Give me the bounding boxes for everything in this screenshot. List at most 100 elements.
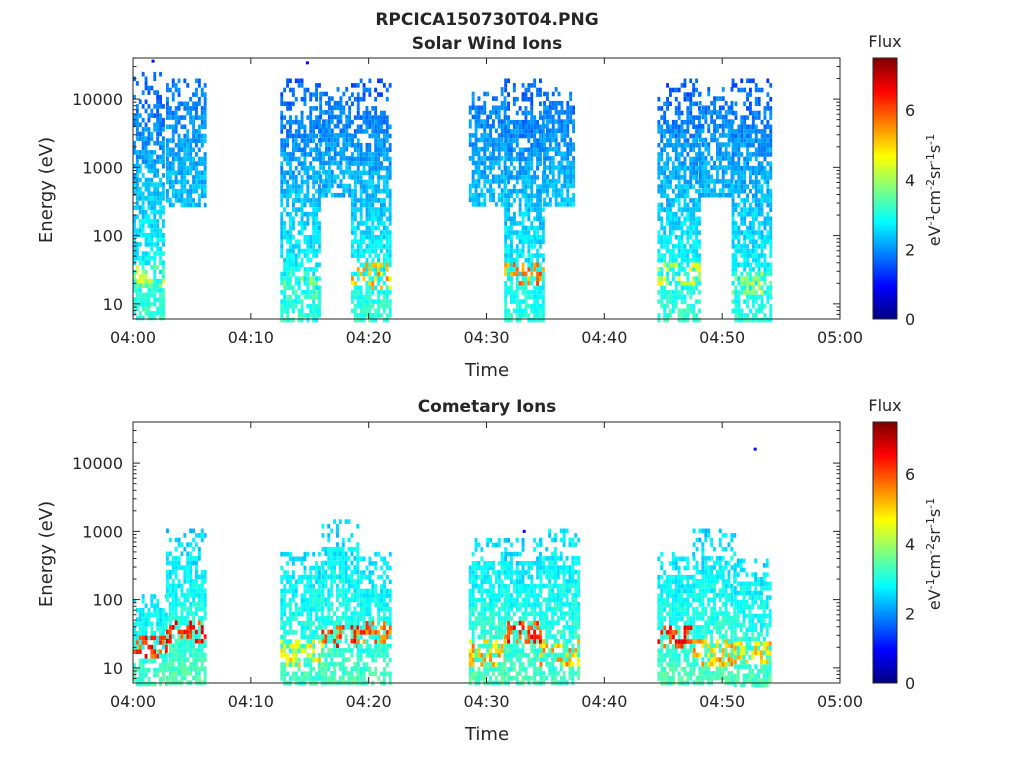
- heatmap-cell: [689, 267, 693, 272]
- heatmap-cell: [280, 170, 284, 176]
- heatmap-cell: [669, 313, 672, 318]
- heatmap-cell: [385, 129, 389, 134]
- heatmap-cell: [133, 140, 136, 146]
- heatmap-cell: [766, 198, 770, 203]
- heatmap-cell: [300, 262, 304, 268]
- heatmap-cell: [180, 138, 184, 143]
- heatmap-cell: [318, 184, 321, 189]
- heatmap-cell: [133, 278, 136, 284]
- heatmap-cell: [669, 101, 672, 107]
- heatmap-cell: [388, 244, 392, 249]
- heatmap-cell: [698, 192, 702, 198]
- heatmap-cell: [721, 142, 725, 147]
- heatmap-cell: [186, 129, 190, 134]
- heatmap-cell: [689, 234, 693, 240]
- heatmap-cell: [686, 216, 690, 222]
- heatmap-cell: [524, 115, 528, 120]
- heatmap-cell: [716, 165, 719, 170]
- heatmap-cell: [521, 152, 525, 157]
- heatmap-cell: [504, 170, 508, 176]
- heatmap-cell: [141, 265, 145, 270]
- heatmap-cell: [135, 297, 139, 302]
- heatmap-cell: [135, 265, 139, 270]
- heatmap-cell: [203, 675, 207, 681]
- heatmap-cell: [749, 271, 752, 277]
- heatmap-cell: [689, 165, 693, 171]
- heatmap-cell: [300, 216, 304, 222]
- heatmap-cell: [150, 237, 154, 243]
- heatmap-cell: [546, 105, 549, 111]
- heatmap-cell: [533, 225, 537, 231]
- heatmap-cell: [671, 175, 675, 180]
- heatmap-cell: [166, 175, 169, 180]
- heatmap-block: [351, 78, 392, 323]
- heatmap-cell: [716, 96, 719, 101]
- heatmap-cell: [280, 115, 284, 120]
- heatmap-cell: [289, 257, 292, 263]
- heatmap-cell: [345, 165, 349, 170]
- heatmap-cell: [359, 299, 363, 304]
- heatmap-cell: [707, 87, 711, 92]
- heatmap-cell: [283, 671, 287, 677]
- heatmap-cell: [743, 207, 747, 212]
- heatmap-cell: [138, 315, 142, 321]
- heatmap-cell: [318, 299, 321, 304]
- heatmap-cell: [362, 119, 366, 125]
- heatmap-cell: [536, 188, 539, 194]
- heatmap-cell: [388, 313, 392, 318]
- heatmap-cell: [683, 198, 687, 203]
- heatmap-cell: [686, 230, 690, 235]
- heatmap-cell: [551, 169, 555, 175]
- heatmap-cell: [141, 612, 145, 618]
- heatmap-cell: [683, 280, 687, 286]
- heatmap-cell: [147, 278, 151, 284]
- heatmap-cell: [135, 150, 139, 155]
- heatmap-cell: [677, 198, 681, 203]
- heatmap-cell: [546, 110, 549, 115]
- heatmap-cell: [300, 317, 304, 323]
- heatmap-cell: [763, 124, 767, 130]
- heatmap-cell: [362, 313, 366, 318]
- heatmap-cell: [692, 262, 696, 268]
- heatmap-cell: [666, 262, 669, 268]
- heatmap-cell: [312, 202, 316, 208]
- heatmap-cell: [289, 285, 292, 291]
- heatmap-cell: [280, 597, 284, 603]
- heatmap-cell: [671, 299, 675, 304]
- heatmap-cell: [560, 160, 564, 166]
- heatmap-cell: [548, 133, 552, 138]
- heatmap-cell: [385, 230, 389, 235]
- heatmap-cell: [471, 174, 475, 180]
- heatmap-cell: [536, 234, 539, 240]
- heatmap-cell: [698, 133, 702, 138]
- heatmap-cell: [701, 105, 705, 111]
- heatmap-cell: [286, 620, 289, 626]
- heatmap-cell: [351, 193, 354, 199]
- heatmap-cell: [294, 253, 298, 258]
- heatmap-cell: [192, 184, 195, 189]
- heatmap-cell: [572, 174, 575, 180]
- heatmap-cell: [698, 110, 702, 115]
- heatmap-cell: [527, 207, 531, 212]
- heatmap-cell: [551, 123, 555, 129]
- colorbar-swatch: [873, 240, 897, 244]
- heatmap-cell: [174, 574, 178, 580]
- heatmap-cell: [521, 313, 525, 318]
- heatmap-cell: [524, 179, 528, 185]
- heatmap-cell: [153, 196, 157, 201]
- heatmap-cell: [300, 110, 304, 116]
- heatmap-cell: [524, 234, 528, 240]
- heatmap-cell: [174, 198, 178, 203]
- heatmap-cell: [153, 205, 157, 210]
- heatmap-cell: [289, 611, 292, 617]
- heatmap-cell: [291, 152, 295, 157]
- heatmap-cell: [674, 119, 678, 125]
- heatmap-cell: [754, 253, 758, 258]
- heatmap-cell: [153, 159, 157, 164]
- heatmap-cell: [500, 188, 504, 193]
- heatmap-cell: [356, 244, 360, 249]
- heatmap-cell: [156, 182, 160, 187]
- heatmap-cell: [171, 611, 175, 616]
- heatmap-cell: [674, 184, 678, 189]
- heatmap-cell: [192, 638, 195, 644]
